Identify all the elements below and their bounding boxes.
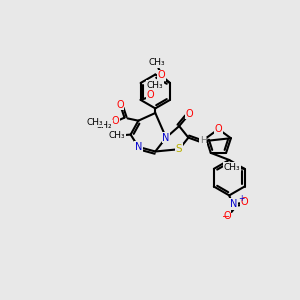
Text: O: O (241, 197, 248, 207)
Text: CH₃: CH₃ (224, 163, 241, 172)
Text: CH₃: CH₃ (147, 81, 164, 90)
Text: CH₂: CH₂ (95, 121, 112, 130)
Text: O: O (147, 90, 154, 100)
Text: S: S (176, 144, 182, 154)
Text: N: N (162, 133, 170, 142)
Text: H: H (200, 136, 206, 145)
Text: −: − (221, 212, 230, 222)
Text: O: O (158, 70, 165, 80)
Text: O: O (223, 211, 231, 221)
Text: N: N (230, 199, 238, 209)
Text: CH₃: CH₃ (109, 131, 125, 140)
Text: O: O (185, 109, 193, 119)
Text: O: O (214, 124, 222, 134)
Text: N: N (135, 142, 142, 152)
Text: CH₃: CH₃ (87, 118, 104, 127)
Text: CH₃: CH₃ (148, 58, 165, 68)
Text: +: + (238, 194, 245, 203)
Text: O: O (111, 116, 119, 127)
Text: O: O (116, 100, 124, 110)
